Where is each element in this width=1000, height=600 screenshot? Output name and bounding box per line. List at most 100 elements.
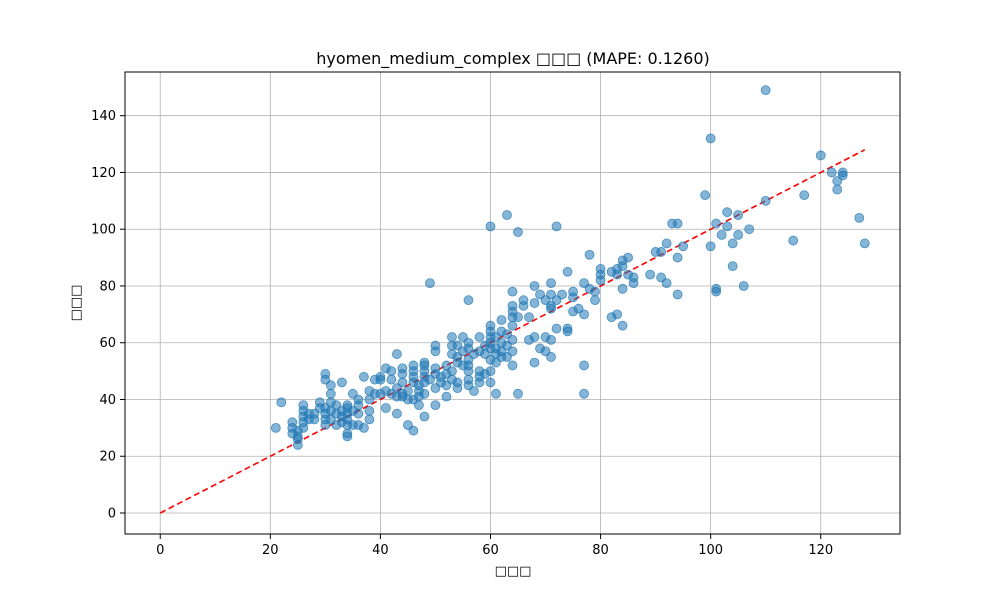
y-tick-label: 0 xyxy=(108,507,116,522)
x-tick-label: 20 xyxy=(262,543,279,558)
data-point xyxy=(711,286,722,297)
data-point xyxy=(408,360,419,371)
data-point xyxy=(727,238,738,249)
data-point xyxy=(496,315,507,325)
data-point xyxy=(452,377,463,388)
data-point xyxy=(716,229,727,240)
data-point xyxy=(463,295,474,306)
x-tick-label: 40 xyxy=(372,543,389,558)
y-tick-label: 40 xyxy=(99,393,116,408)
data-point xyxy=(353,408,364,419)
data-point xyxy=(815,150,826,161)
data-point xyxy=(617,320,628,331)
grid xyxy=(125,72,900,534)
data-point xyxy=(342,428,353,439)
y-tick-label: 80 xyxy=(99,279,116,294)
data-point xyxy=(590,295,600,306)
data-point xyxy=(837,170,848,181)
data-point xyxy=(513,388,523,399)
data-point xyxy=(419,388,430,399)
data-point xyxy=(507,360,518,371)
data-point xyxy=(325,380,336,391)
y-tick-label: 100 xyxy=(91,223,116,238)
data-point xyxy=(705,133,716,144)
data-point xyxy=(672,218,683,229)
data-point xyxy=(656,247,667,257)
data-point xyxy=(463,337,474,348)
data-point xyxy=(463,374,474,385)
data-point xyxy=(270,422,281,433)
data-point xyxy=(579,360,589,371)
data-point xyxy=(386,366,397,377)
data-point xyxy=(381,403,391,413)
data-point xyxy=(524,312,534,323)
data-point xyxy=(672,252,683,263)
plot-frame xyxy=(124,71,901,535)
data-point xyxy=(546,303,556,314)
x-tick-label: 0 xyxy=(156,543,164,558)
data-point xyxy=(854,212,865,223)
data-point xyxy=(298,400,309,411)
data-point xyxy=(336,377,347,388)
data-point xyxy=(430,363,441,374)
data-point xyxy=(485,320,496,331)
data-point xyxy=(551,323,562,334)
data-point xyxy=(364,405,375,416)
data-point xyxy=(590,286,600,297)
data-point xyxy=(738,281,749,291)
data-point xyxy=(612,309,622,320)
data-point xyxy=(276,397,287,408)
data-point xyxy=(513,227,523,237)
data-point xyxy=(579,309,589,320)
data-point xyxy=(700,190,711,201)
data-point xyxy=(469,386,479,396)
data-point xyxy=(595,275,606,286)
data-point xyxy=(441,391,452,402)
data-point xyxy=(507,346,518,357)
data-point xyxy=(760,85,771,96)
data-point xyxy=(788,235,799,246)
data-point xyxy=(529,332,540,342)
data-point xyxy=(507,334,518,345)
data-point xyxy=(392,349,402,359)
data-point xyxy=(628,272,639,283)
data-point xyxy=(705,241,716,252)
data-point xyxy=(727,261,738,272)
data-point xyxy=(832,184,843,195)
data-point xyxy=(568,286,578,297)
y-axis-label: □□□ xyxy=(69,285,84,322)
data-point xyxy=(507,320,518,331)
data-point xyxy=(546,352,556,362)
data-point xyxy=(529,357,540,368)
data-point xyxy=(419,357,430,368)
x-tick-label: 80 xyxy=(592,543,609,558)
data-point xyxy=(623,252,633,263)
data-point xyxy=(529,281,540,291)
data-point xyxy=(518,300,529,311)
data-point xyxy=(320,369,331,379)
data-point xyxy=(557,289,567,300)
data-point xyxy=(485,377,496,388)
data-point xyxy=(292,439,303,450)
x-tick-label: 120 xyxy=(808,543,833,558)
data-point xyxy=(447,332,457,342)
data-point xyxy=(711,218,722,229)
data-point xyxy=(425,278,435,289)
data-point xyxy=(661,278,672,289)
chart-title: hyomen_medium_complex □□□ (MAPE: 0.1260) xyxy=(316,49,710,69)
data-point xyxy=(722,221,733,232)
y-axis-ticks: 0 20 40 60 80 100 120 140 xyxy=(91,109,125,522)
data-point xyxy=(672,289,683,300)
data-point xyxy=(397,363,408,374)
data-point xyxy=(722,207,733,218)
data-point xyxy=(325,388,336,399)
data-point xyxy=(562,266,573,277)
data-point xyxy=(430,400,441,411)
data-point xyxy=(491,388,501,399)
data-point xyxy=(364,414,375,425)
reference-line-layer xyxy=(159,149,866,514)
x-tick-label: 60 xyxy=(482,543,499,558)
data-point xyxy=(562,323,573,334)
data-point xyxy=(485,366,496,377)
